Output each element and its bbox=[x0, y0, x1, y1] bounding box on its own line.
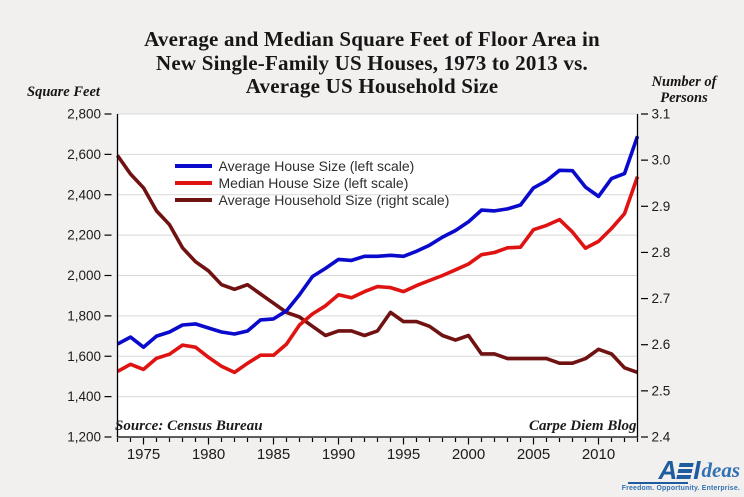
y-left-tick-label-2600: 2,600 bbox=[67, 147, 101, 162]
series-line-average-house-size-left-scale bbox=[116, 135, 640, 350]
aei-brand-suffix: deas bbox=[701, 457, 741, 482]
x-tick-label-2005: 2005 bbox=[517, 446, 550, 463]
legend-label-2: Average Household Size (right scale) bbox=[219, 192, 450, 208]
y-left-tick-label-1200: 1,200 bbox=[67, 430, 101, 445]
y-right-tick-label-2.4: 2.4 bbox=[652, 430, 671, 445]
y-left-tick-label-2800: 2,800 bbox=[67, 107, 101, 122]
x-tick-label-1995: 1995 bbox=[387, 446, 420, 463]
chart-title: Average and Median Square Feet of Floor … bbox=[0, 27, 744, 99]
chart-title-line-2: New Single-Family US Houses, 1973 to 201… bbox=[156, 50, 588, 75]
x-tick-label-1975: 1975 bbox=[127, 446, 160, 463]
x-tick-label-1980: 1980 bbox=[192, 446, 225, 463]
series-line-average-household-size-right-scale bbox=[116, 154, 639, 375]
aei-logo: A I deas Freedom. Opportunity. Enterpris… bbox=[622, 457, 740, 493]
aei-brand: A I deas bbox=[622, 454, 741, 485]
series-line-median-house-size-left-scale bbox=[116, 176, 640, 375]
y-left-tick-label-1800: 1,800 bbox=[67, 308, 101, 323]
chart-title-line-1: Average and Median Square Feet of Floor … bbox=[144, 27, 600, 51]
x-tick-label-1985: 1985 bbox=[257, 446, 290, 463]
y-left-tick-label-1400: 1,400 bbox=[67, 389, 101, 404]
y-left-tick-label-1600: 1,600 bbox=[67, 349, 101, 364]
aei-letter-i: I bbox=[693, 454, 701, 485]
source-note: Source: Census Bureau bbox=[115, 418, 263, 434]
aei-tagline: Freedom. Opportunity. Enterprise. bbox=[621, 485, 740, 492]
y-left-tick-label-2000: 2,000 bbox=[67, 268, 101, 283]
y-right-tick-label-3.0: 3.0 bbox=[652, 153, 671, 168]
y-right-tick-label-2.8: 2.8 bbox=[652, 245, 671, 260]
chart-title-line-3: Average US Household Size bbox=[245, 74, 499, 98]
y-right-tick-label-3.1: 3.1 bbox=[652, 107, 671, 122]
right-axis-unit-line-1: Number of bbox=[651, 74, 717, 90]
aei-underline bbox=[628, 481, 688, 484]
y-right-tick-label-2.5: 2.5 bbox=[652, 383, 671, 398]
y-left-tick-label-2200: 2,200 bbox=[67, 228, 101, 243]
aei-letter-a: A bbox=[658, 454, 678, 485]
blog-note: Carpe Diem Blog bbox=[529, 418, 637, 434]
left-axis-unit-label: Square Feet bbox=[27, 84, 100, 100]
right-axis-unit-label: Number of Persons bbox=[638, 74, 730, 106]
legend-label-1: Median House Size (left scale) bbox=[219, 175, 409, 191]
y-right-tick-label-2.7: 2.7 bbox=[652, 291, 671, 306]
x-tick-label-2010: 2010 bbox=[582, 446, 615, 463]
y-left-tick-label-2400: 2,400 bbox=[67, 187, 101, 202]
legend-label-0: Average House Size (left scale) bbox=[219, 158, 415, 174]
y-right-tick-label-2.9: 2.9 bbox=[652, 199, 671, 214]
right-axis-unit-line-2: Persons bbox=[660, 89, 708, 106]
x-tick-label-2000: 2000 bbox=[452, 446, 485, 463]
y-right-tick-label-2.6: 2.6 bbox=[652, 337, 671, 352]
aei-letter-e-icon bbox=[676, 462, 694, 479]
x-tick-label-1990: 1990 bbox=[322, 446, 355, 463]
